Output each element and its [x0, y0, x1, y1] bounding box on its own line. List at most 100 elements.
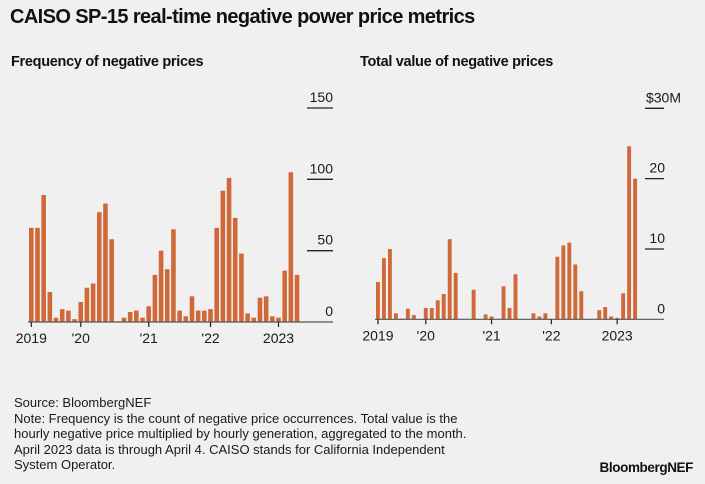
x-tick-label: '20: [72, 330, 90, 346]
bar: [423, 308, 428, 320]
y-tick-label: 150: [310, 89, 334, 105]
bar: [387, 248, 392, 320]
source-text: Source: BloombergNEF: [14, 395, 152, 410]
bar: [627, 146, 632, 320]
bar: [282, 270, 287, 322]
bar: [146, 306, 152, 322]
bar: [189, 296, 195, 322]
brand-logo: BloombergNEF: [599, 460, 694, 475]
bar: [35, 227, 40, 322]
bar: [633, 178, 638, 320]
bar: [501, 286, 506, 320]
x-tick-label: '21: [140, 330, 158, 346]
bar: [483, 314, 488, 320]
bar: [183, 316, 189, 322]
bar: [531, 313, 536, 320]
bar: [251, 317, 257, 322]
bar: [603, 306, 608, 320]
bar: [609, 316, 614, 320]
bar: [239, 253, 244, 322]
y-tick-label: 10: [649, 230, 665, 246]
bar: [555, 256, 560, 320]
bar: [471, 289, 476, 320]
bar: [90, 283, 96, 322]
bar: [84, 287, 90, 322]
frequency-chart-title: Frequency of negative prices: [11, 54, 204, 70]
bar: [232, 217, 238, 322]
bar: [214, 227, 219, 322]
footer-notes: Source: BloombergNEF Note: Frequency is …: [14, 395, 466, 473]
bar: [47, 292, 53, 322]
bar: [411, 315, 416, 320]
bar: [513, 274, 518, 320]
note-line: System Operator.: [14, 457, 116, 473]
bar: [103, 203, 108, 322]
x-tick-label: 2019: [16, 330, 47, 346]
bar: [489, 316, 494, 320]
bar: [507, 308, 512, 320]
bar: [429, 308, 434, 320]
bar: [121, 317, 127, 322]
y-tick-label: 0: [657, 300, 665, 316]
x-tick-label: 2023: [263, 330, 294, 346]
bar: [220, 190, 226, 322]
bar: [257, 297, 263, 322]
bar: [441, 293, 446, 320]
y-tick-label: 0: [325, 303, 333, 319]
bar: [53, 317, 59, 322]
x-tick-label: '20: [417, 327, 435, 343]
bar: [208, 309, 213, 322]
bar: [270, 316, 275, 322]
bar: [109, 239, 114, 322]
bar: [127, 312, 133, 322]
bar: [405, 308, 410, 320]
chart-title: CAISO SP-15 real-time negative power pri…: [10, 6, 475, 28]
bar: [597, 310, 602, 320]
bar: [152, 274, 158, 322]
bar: [78, 302, 84, 322]
bar: [164, 269, 170, 322]
bar: [573, 264, 578, 320]
frequency-chart: 0 50 100 150 2019 '20 '21 '22 2023: [16, 89, 333, 346]
bar: [621, 293, 626, 320]
bar: [447, 239, 452, 320]
x-tick-label: 2019: [362, 327, 393, 343]
bar: [158, 250, 164, 322]
x-tick-label: '22: [201, 330, 219, 346]
bar: [59, 309, 65, 322]
bar: [263, 296, 269, 322]
bar: [72, 319, 77, 322]
bar: [537, 316, 542, 320]
note-line: Note: Frequency is the count of negative…: [14, 410, 458, 426]
bar: [393, 313, 398, 320]
bar: [376, 282, 380, 320]
bar: [288, 172, 294, 322]
bar: [29, 227, 34, 322]
y-tick-label: $30M: [646, 89, 681, 105]
bar: [226, 177, 232, 322]
bar: [41, 195, 46, 322]
bar: [453, 272, 458, 320]
bar: [294, 274, 300, 322]
bar: [543, 313, 548, 320]
y-tick-label: 100: [310, 160, 334, 176]
y-tick-label: 20: [649, 160, 665, 176]
x-tick-label: '22: [542, 327, 560, 343]
value-chart-title: Total value of negative prices: [360, 54, 553, 70]
value-chart: 0 10 20 $30M 2019 '20 '21 '22 2023: [362, 89, 681, 343]
bar: [381, 258, 386, 320]
bar: [435, 300, 440, 320]
x-tick-label: 2023: [602, 327, 633, 343]
bar: [134, 310, 139, 322]
y-tick-label: 50: [317, 232, 333, 248]
bar: [202, 310, 207, 322]
bar: [276, 317, 281, 322]
note-line: hourly negative price multiplied by hour…: [14, 426, 467, 442]
note-line: April 2023 data is through April 4. CAIS…: [14, 441, 445, 457]
bar: [66, 310, 71, 322]
bar: [195, 310, 201, 322]
bar: [561, 245, 566, 320]
bar: [171, 229, 176, 322]
bar: [140, 317, 145, 322]
